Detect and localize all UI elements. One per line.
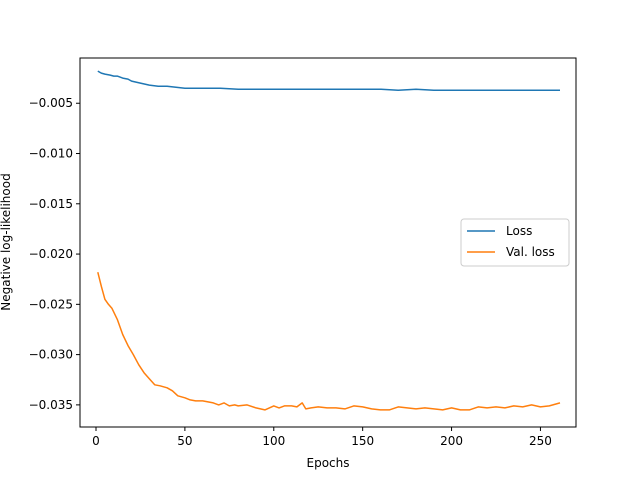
- series-line-1: [97, 70, 560, 91]
- x-tick-label: 250: [529, 434, 552, 448]
- x-axis-ticks: 0 50 100 150 200 250: [92, 427, 552, 448]
- x-axis-label: Epochs: [307, 456, 350, 470]
- x-tick-label: 150: [351, 434, 374, 448]
- legend: Loss Val. loss: [460, 218, 570, 267]
- x-tick-label: 0: [92, 434, 100, 448]
- axes-frame: [79, 57, 577, 428]
- x-tick-label: 50: [177, 434, 192, 448]
- y-axis-label: Negative log-likelihood: [0, 173, 13, 310]
- plot-area: [79, 57, 577, 428]
- x-tick-label: 200: [440, 434, 463, 448]
- y-tick-label: −0.030: [29, 348, 73, 362]
- y-tick-label: −0.025: [29, 297, 73, 311]
- legend-label-1: Loss: [506, 224, 532, 238]
- legend-label-2: Val. loss: [506, 245, 555, 259]
- y-axis-ticks: −0.035 −0.030 −0.025 −0.020 −0.015 −0.010 −0.0…: [29, 96, 80, 412]
- y-tick-label: −0.035: [29, 398, 73, 412]
- series-layer: [97, 70, 561, 411]
- y-tick-label: −0.010: [29, 147, 73, 161]
- y-tick-label: −0.020: [29, 247, 73, 261]
- y-tick-label: −0.015: [29, 197, 73, 211]
- y-tick-label: −0.005: [29, 96, 73, 110]
- x-tick-label: 100: [262, 434, 285, 448]
- series-line-2: [97, 272, 561, 411]
